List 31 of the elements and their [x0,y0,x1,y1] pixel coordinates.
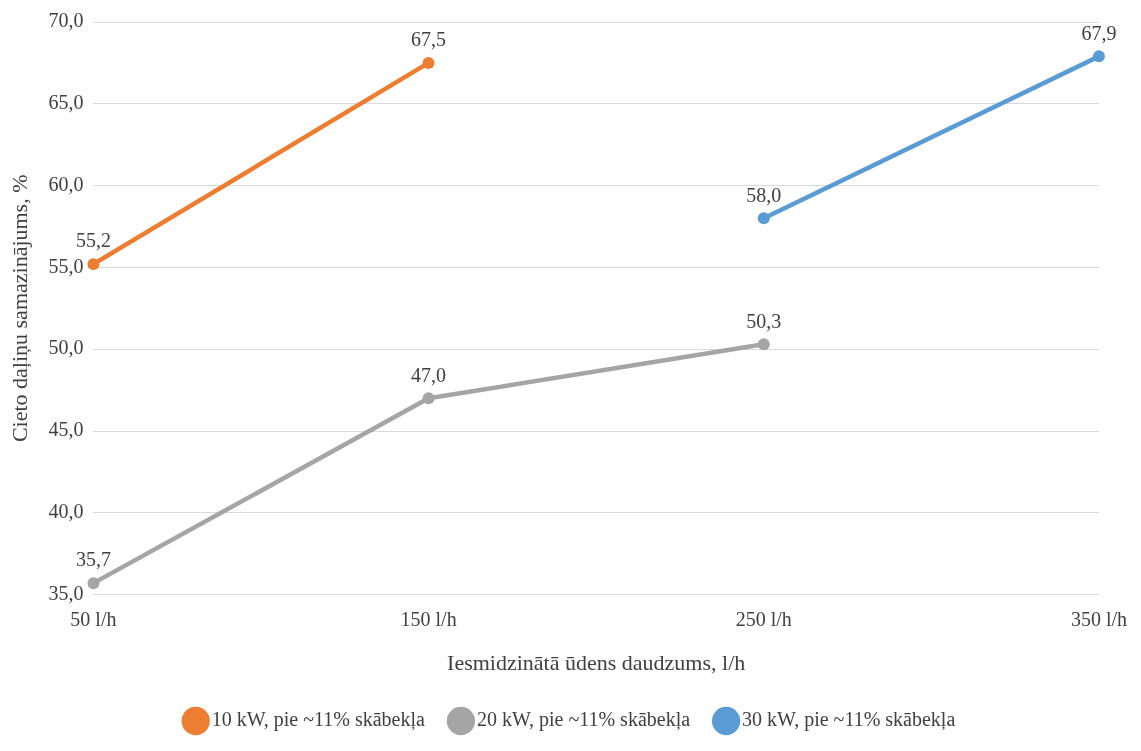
x-axis-title: Iesmidzinātā ūdens daudzums, l/h [447,649,746,675]
legend-label: 30 kW, pie ~11% skābekļa [742,708,956,732]
point [757,338,770,351]
x-tick-label: 350 l/h [1070,607,1128,630]
y-tick-label: 45,0 [48,418,84,441]
x-tick-label: 150 l/h [400,607,457,630]
point [87,577,100,590]
y-tick-label: 60,0 [48,172,84,195]
point [87,258,100,271]
y-axis-title: Cieto daļiņu samazinājums, % [6,174,32,443]
point [422,56,435,69]
data-label: 67,9 [1081,21,1117,44]
data-label: 35,7 [75,548,111,571]
legend-label: 20 kW, pie ~11% skābekļa [476,708,691,732]
data-label: 47,0 [411,363,447,386]
y-tick-label: 55,0 [48,254,84,277]
x-tick-label: 250 l/h [735,607,792,630]
point [757,212,770,225]
data-label: 58,0 [746,183,782,206]
y-tick-label: 70,0 [48,9,84,32]
data-label: 50,3 [746,309,782,332]
y-tick-label: 65,0 [48,91,84,114]
point [422,392,435,405]
data-label: 55,2 [75,229,111,252]
x-tick-label: 50 l/h [70,607,117,630]
y-tick-label: 35,0 [48,581,84,604]
point [1092,50,1105,63]
y-tick-label: 50,0 [48,336,84,359]
y-tick-label: 40,0 [48,500,84,523]
data-label: 67,5 [411,28,447,51]
legend-label: 10 kW, pie ~11% skābekļa [211,708,426,732]
